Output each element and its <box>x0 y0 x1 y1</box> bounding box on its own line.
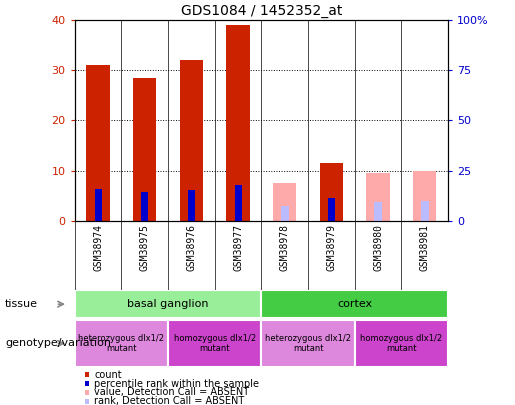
Bar <box>87 65 110 221</box>
Text: GSM38980: GSM38980 <box>373 224 383 271</box>
Bar <box>281 206 289 221</box>
Text: value, Detection Call = ABSENT: value, Detection Call = ABSENT <box>94 388 250 397</box>
Text: GSM38977: GSM38977 <box>233 224 243 271</box>
Bar <box>141 192 148 221</box>
Bar <box>421 201 429 221</box>
Bar <box>261 320 355 367</box>
Text: GSM38978: GSM38978 <box>280 224 290 271</box>
Bar <box>261 290 448 318</box>
Bar <box>273 183 296 221</box>
Bar <box>227 25 250 221</box>
Text: heterozygous dlx1/2
mutant: heterozygous dlx1/2 mutant <box>78 334 164 353</box>
Bar <box>168 320 261 367</box>
Bar <box>366 173 390 221</box>
Text: heterozygous dlx1/2
mutant: heterozygous dlx1/2 mutant <box>265 334 351 353</box>
Text: count: count <box>94 370 122 379</box>
Bar <box>188 190 195 221</box>
Text: genotype/variation: genotype/variation <box>5 339 111 348</box>
Text: GSM38979: GSM38979 <box>327 224 336 271</box>
Bar <box>133 78 157 221</box>
Text: basal ganglion: basal ganglion <box>127 299 209 309</box>
Text: GSM38975: GSM38975 <box>140 224 150 271</box>
Text: GSM38976: GSM38976 <box>186 224 196 271</box>
Bar <box>328 198 335 221</box>
Bar <box>95 189 101 221</box>
Bar <box>374 202 382 221</box>
Text: GSM38974: GSM38974 <box>93 224 103 271</box>
Bar <box>180 60 203 221</box>
Title: GDS1084 / 1452352_at: GDS1084 / 1452352_at <box>181 4 342 18</box>
Text: GSM38981: GSM38981 <box>420 224 430 271</box>
Text: percentile rank within the sample: percentile rank within the sample <box>94 379 260 388</box>
Bar <box>234 185 242 221</box>
Text: tissue: tissue <box>5 299 38 309</box>
Bar <box>355 320 448 367</box>
Text: homozygous dlx1/2
mutant: homozygous dlx1/2 mutant <box>174 334 256 353</box>
Text: rank, Detection Call = ABSENT: rank, Detection Call = ABSENT <box>94 396 245 405</box>
Text: homozygous dlx1/2
mutant: homozygous dlx1/2 mutant <box>360 334 442 353</box>
Bar <box>75 290 261 318</box>
Text: cortex: cortex <box>337 299 372 309</box>
Bar <box>413 171 436 221</box>
Bar <box>75 320 168 367</box>
Bar <box>320 163 343 221</box>
